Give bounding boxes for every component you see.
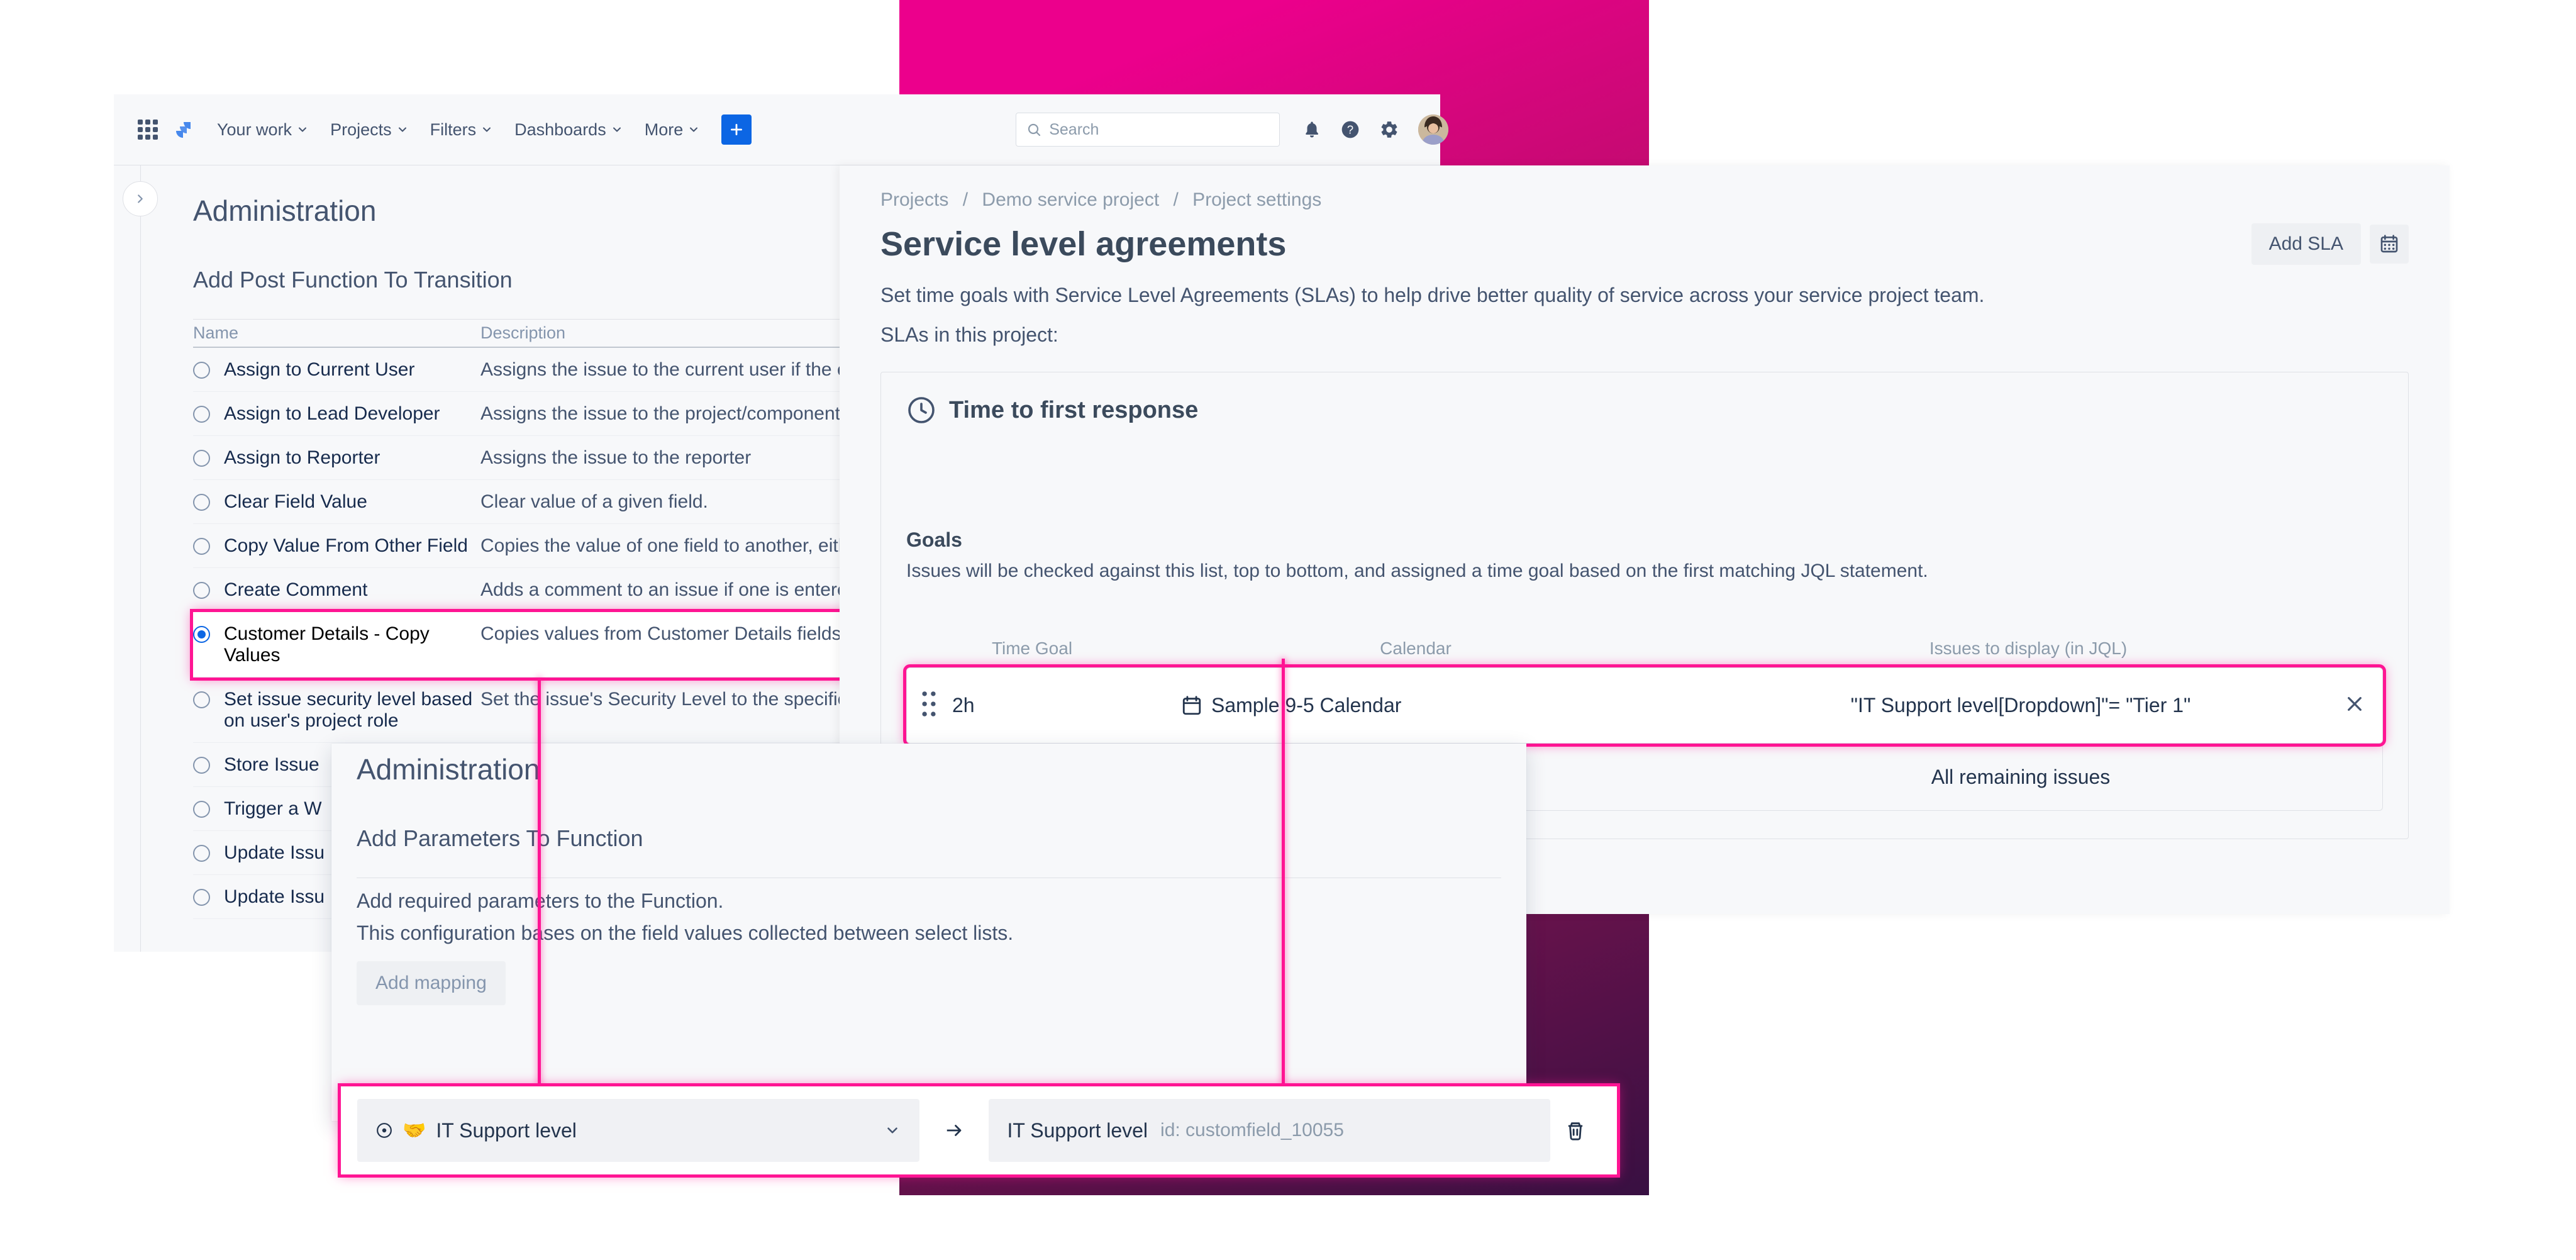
svg-text:?: ? (1347, 123, 1353, 137)
